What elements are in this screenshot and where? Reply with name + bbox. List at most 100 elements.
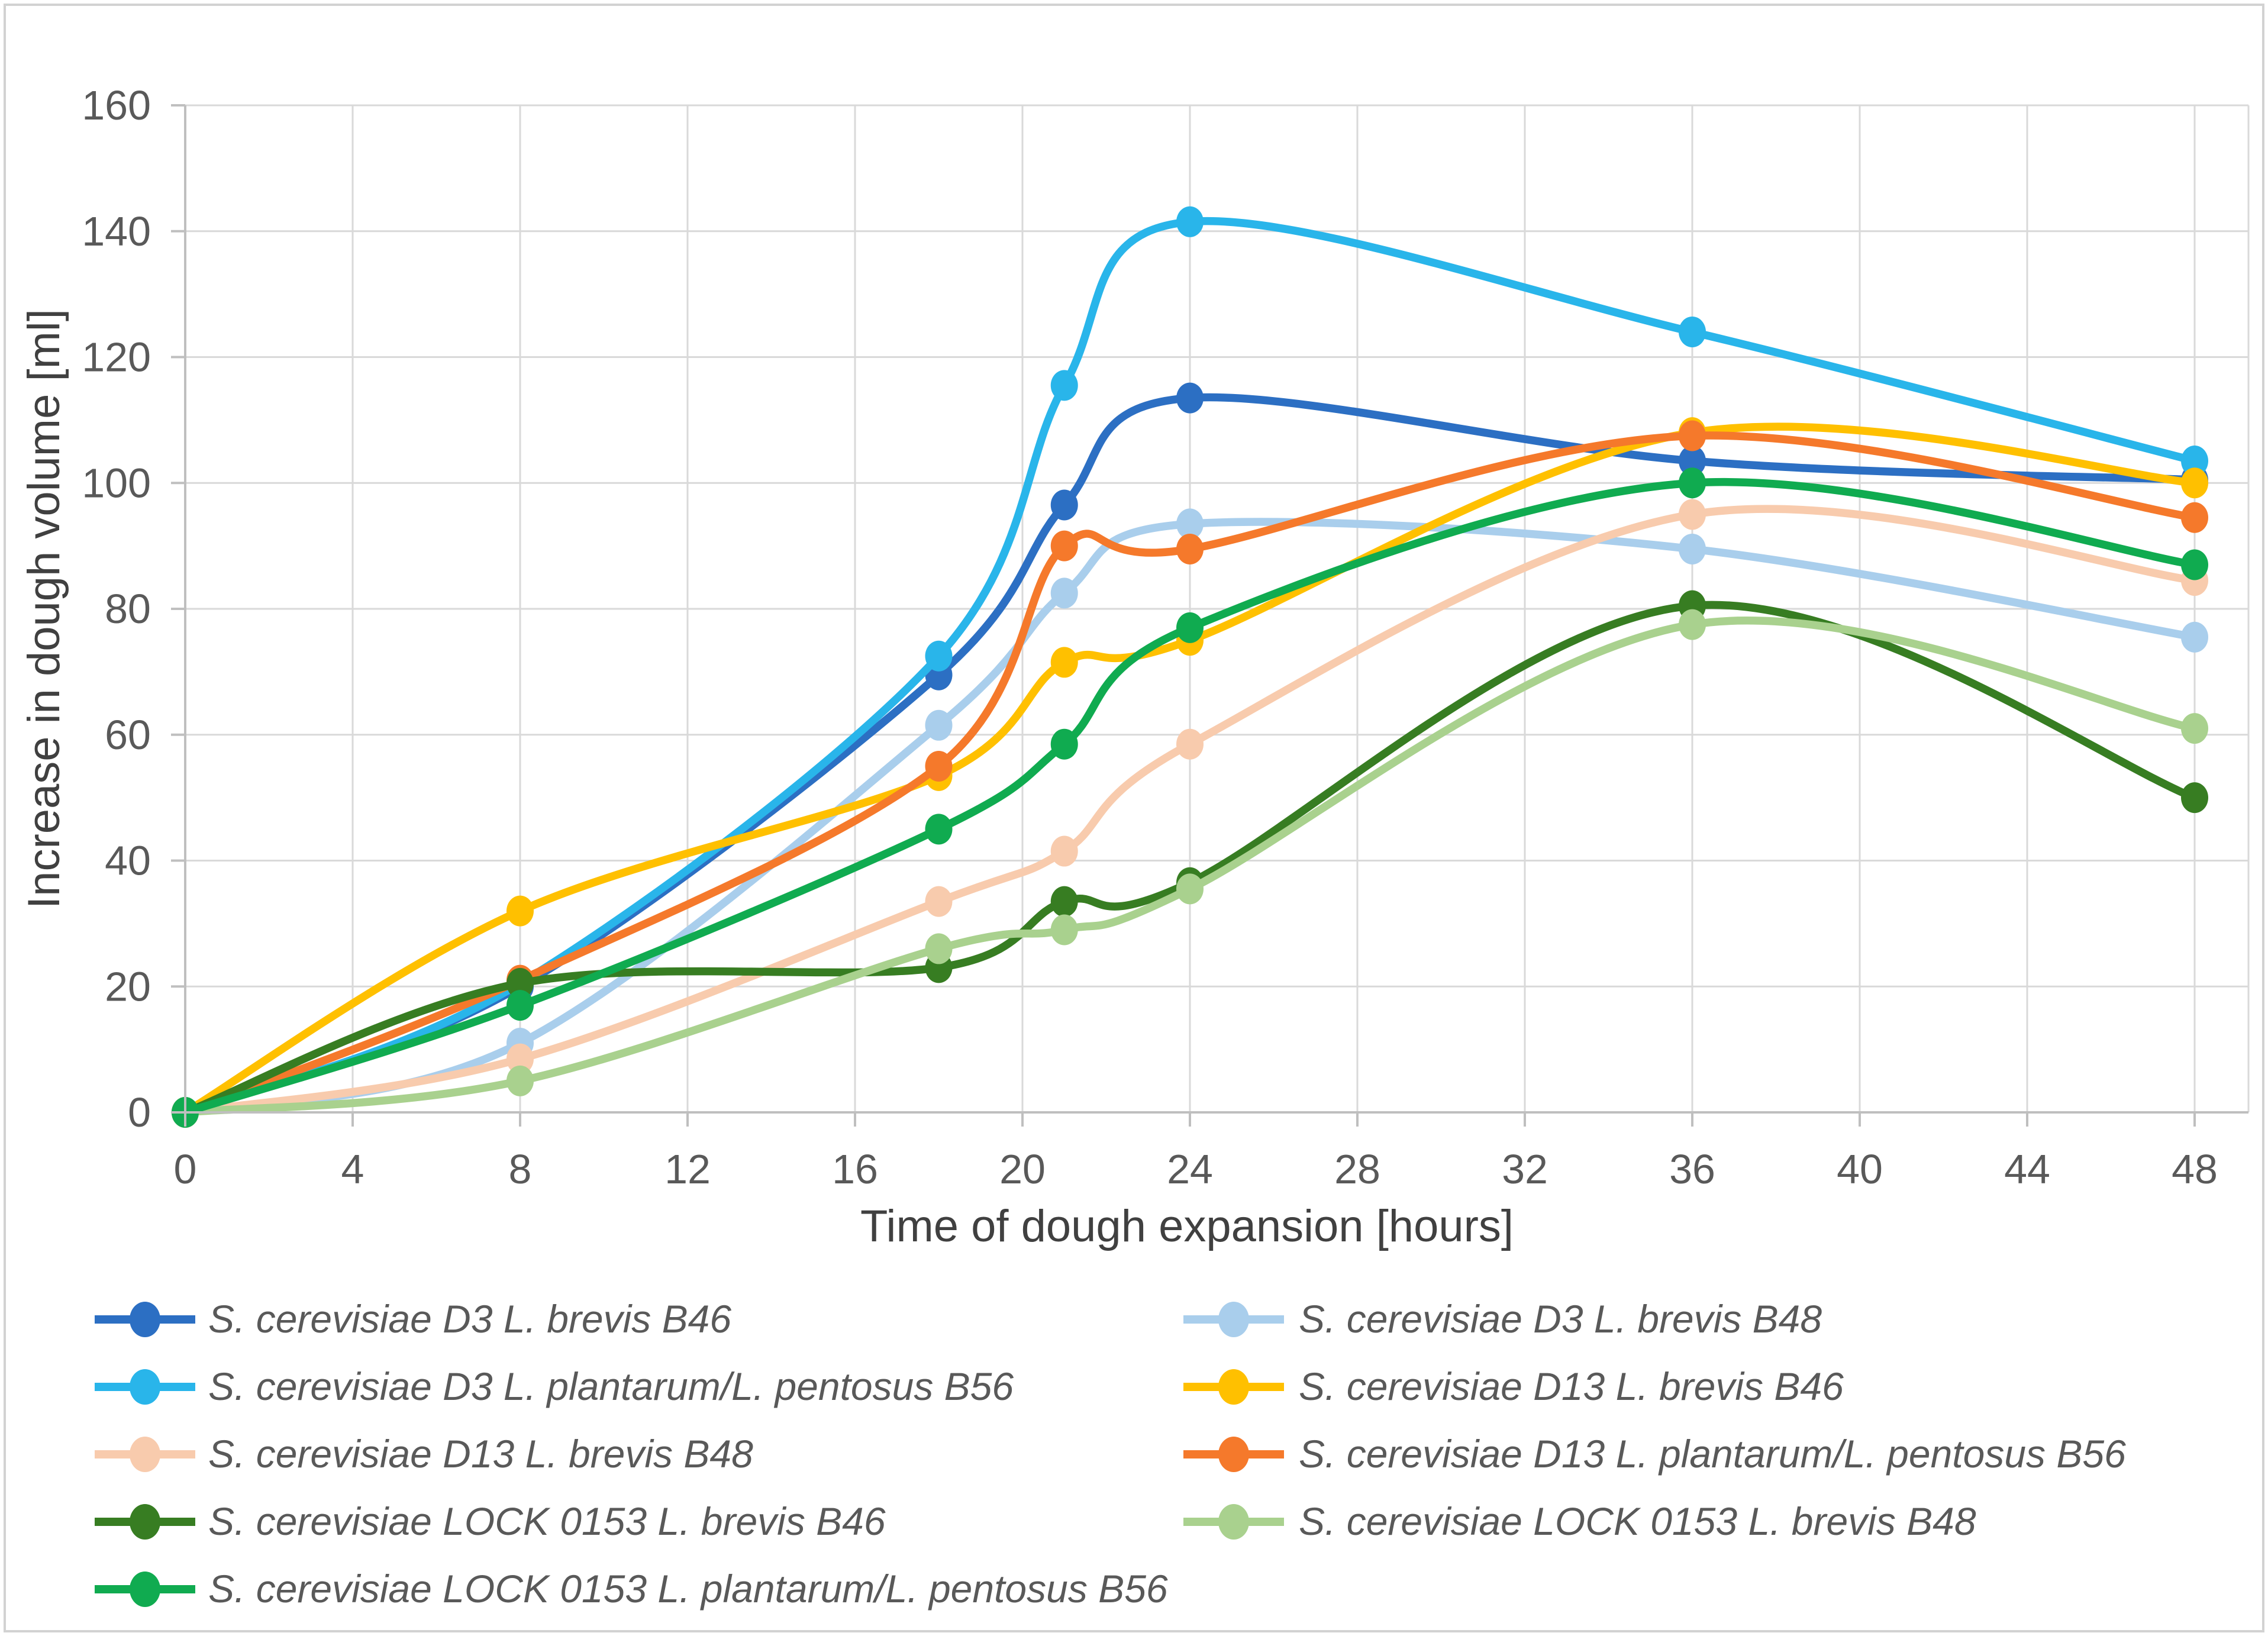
x-tick-label-32: 32 (1502, 1146, 1548, 1192)
data-point (2181, 467, 2208, 499)
legend-label: S. cerevisiae D13 L. plantarum/L. pentos… (1299, 1432, 2126, 1476)
data-point (925, 709, 953, 741)
data-point (506, 967, 534, 999)
data-point (506, 895, 534, 927)
legend-label: S. cerevisiae LOCK 0153 L. brevis B46 (208, 1499, 886, 1543)
data-point (2181, 502, 2208, 533)
data-point (925, 886, 953, 917)
y-tick-label-0: 0 (128, 1089, 151, 1135)
data-point (2181, 446, 2208, 477)
data-point (2181, 782, 2208, 814)
data-point (506, 1043, 534, 1074)
legend-marker-dot (1218, 1437, 1249, 1472)
y-tick-label-80: 80 (105, 586, 151, 632)
tick-label-layer: 0 4 8 12 16 20 24 28 32 36 40 44 4802040608010012014… (82, 82, 2218, 1192)
data-point (1679, 499, 1706, 530)
data-point (1050, 530, 1078, 562)
data-point (1050, 489, 1078, 521)
data-point (925, 933, 953, 964)
x-tick-label-8: 8 (509, 1146, 532, 1192)
legend-item: S. cerevisiae D3 L. brevis B46 (95, 1297, 731, 1341)
y-axis-title: Increase in dough volume [ml] (19, 309, 69, 909)
y-tick-label-40: 40 (105, 838, 151, 884)
data-point (2181, 621, 2208, 653)
data-point (1050, 914, 1078, 946)
legend-label: S. cerevisiae D3 L. brevis B46 (208, 1297, 731, 1341)
legend-item: S. cerevisiae D3 L. brevis B48 (1183, 1297, 1822, 1341)
data-point (2181, 549, 2208, 580)
data-point (1679, 316, 1706, 347)
legend-marker-dot (130, 1302, 160, 1337)
x-tick-label-20: 20 (999, 1146, 1046, 1192)
x-tick-label-24: 24 (1167, 1146, 1213, 1192)
legend-marker-dot (130, 1437, 160, 1472)
data-point (1176, 508, 1204, 540)
x-tick-label-40: 40 (1837, 1146, 1883, 1192)
series-layer (172, 206, 2208, 1128)
legend-marker-dot (1218, 1369, 1249, 1405)
legend-label: S. cerevisiae LOCK 0153 L. plantarum/L. … (208, 1567, 1168, 1611)
legend-item: S. cerevisiae D13 L. brevis B46 (1183, 1364, 1844, 1408)
y-tick-label-140: 140 (82, 208, 151, 254)
legend: S. cerevisiae D3 L. brevis B46 S. cerevis… (95, 1297, 2126, 1611)
data-point (1176, 382, 1204, 414)
legend-label: S. cerevisiae D13 L. brevis B46 (1299, 1364, 1844, 1408)
legend-marker-dot (1218, 1302, 1249, 1337)
x-tick-label-48: 48 (2172, 1146, 2218, 1192)
x-tick-label-36: 36 (1669, 1146, 1715, 1192)
y-tick-label-120: 120 (82, 334, 151, 380)
data-point (925, 814, 953, 845)
data-point (1679, 467, 1706, 499)
x-tick-label-12: 12 (664, 1146, 711, 1192)
data-point (1050, 835, 1078, 867)
legend-marker-dot (1218, 1504, 1249, 1540)
data-point (2181, 713, 2208, 744)
legend-label: S. cerevisiae D3 L. brevis B48 (1299, 1297, 1822, 1341)
legend-marker-dot (130, 1572, 160, 1607)
legend-item: S. cerevisiae LOCK 0153 L. brevis B46 (95, 1499, 886, 1543)
data-point (1176, 533, 1204, 564)
data-point (1050, 577, 1078, 609)
data-point (1050, 886, 1078, 917)
y-tick-label-60: 60 (105, 712, 151, 758)
y-tick-label-160: 160 (82, 82, 151, 128)
data-point (1679, 446, 1706, 477)
data-point (925, 640, 953, 672)
data-point (1176, 612, 1204, 643)
x-tick-label-4: 4 (341, 1146, 364, 1192)
data-point (1176, 873, 1204, 905)
legend-marker-dot (130, 1369, 160, 1405)
data-point (506, 990, 534, 1021)
x-tick-label-28: 28 (1334, 1146, 1380, 1192)
legend-item: S. cerevisiae D3 L. plantarum/L. pentosu… (95, 1364, 1014, 1408)
data-point (1679, 420, 1706, 451)
legend-label: S. cerevisiae LOCK 0153 L. brevis B48 (1299, 1499, 1976, 1543)
legend-item: S. cerevisiae D13 L. plantarum/L. pentos… (1183, 1432, 2126, 1476)
figure-border (4, 4, 2264, 1632)
series-1 (172, 508, 2208, 1128)
data-point (1050, 647, 1078, 678)
data-point (1050, 370, 1078, 401)
legend-marker-dot (130, 1504, 160, 1540)
data-point (506, 1065, 534, 1096)
series-8 (172, 467, 2208, 1128)
axis-layer (171, 104, 2248, 1127)
data-point (1679, 609, 1706, 640)
x-tick-label-0: 0 (174, 1146, 197, 1192)
data-point (925, 750, 953, 782)
legend-item: S. cerevisiae LOCK 0153 L. plantarum/L. … (95, 1567, 1168, 1611)
data-point (1176, 728, 1204, 760)
legend-label: S. cerevisiae D3 L. plantarum/L. pentosu… (208, 1364, 1014, 1408)
legend-label: S. cerevisiae D13 L. brevis B48 (208, 1432, 753, 1476)
x-axis-title: Time of dough expansion [hours] (860, 1201, 1514, 1251)
x-tick-label-16: 16 (832, 1146, 878, 1192)
data-point (1679, 533, 1706, 564)
grid-layer (185, 104, 2250, 1112)
y-tick-label-100: 100 (82, 460, 151, 506)
legend-item: S. cerevisiae D13 L. brevis B48 (95, 1432, 753, 1476)
data-point (1050, 728, 1078, 760)
legend-item: S. cerevisiae LOCK 0153 L. brevis B48 (1183, 1499, 1976, 1543)
data-point (1176, 206, 1204, 237)
